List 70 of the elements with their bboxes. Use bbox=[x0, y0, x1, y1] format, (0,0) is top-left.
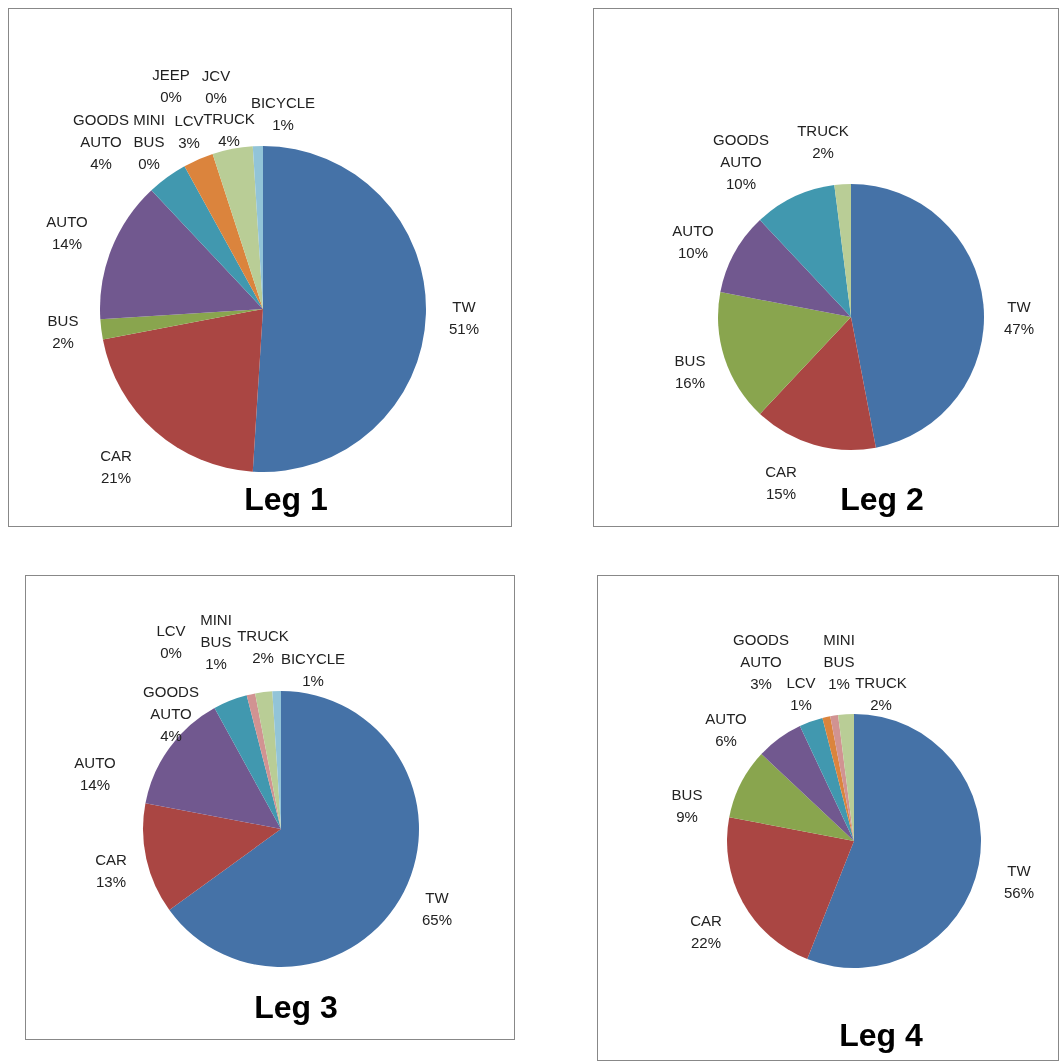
data-label: 2% bbox=[870, 695, 892, 713]
slice-label: TRUCK bbox=[203, 109, 255, 127]
category-label: JCV bbox=[201, 66, 231, 84]
slice-label: AUTO bbox=[46, 212, 88, 230]
data-label: 14% bbox=[51, 234, 83, 252]
data-label: 65% bbox=[421, 910, 453, 928]
slice-label: LCV bbox=[174, 111, 204, 129]
slice-label: MINI BUS bbox=[823, 630, 855, 670]
data-label: 1% bbox=[828, 674, 850, 692]
data-label: 1% bbox=[272, 115, 294, 133]
slice-label: BUS bbox=[671, 785, 703, 803]
data-label: 3% bbox=[750, 674, 772, 692]
slice-label: BICYCLE bbox=[250, 93, 316, 111]
slice-label: AUTO bbox=[74, 753, 116, 771]
slice-label: BUS bbox=[674, 351, 706, 369]
slice-label: CAR bbox=[690, 911, 722, 929]
slice-label: GOODS AUTO bbox=[713, 130, 769, 170]
slice-label: GOODS AUTO bbox=[143, 682, 199, 722]
slice-label: MINI BUS bbox=[200, 610, 232, 650]
data-label: 47% bbox=[1003, 319, 1035, 337]
slice-label: CAR bbox=[100, 446, 132, 464]
text: Leg 3 bbox=[254, 989, 338, 1025]
text: 0% bbox=[205, 88, 227, 106]
text: 0% bbox=[138, 154, 160, 172]
data-label: 2% bbox=[812, 143, 834, 161]
slice-label: TW bbox=[1007, 297, 1032, 315]
text: 0% bbox=[160, 87, 182, 105]
data-label: 22% bbox=[690, 933, 722, 951]
data-label: 10% bbox=[725, 174, 757, 192]
text: Leg 4 bbox=[839, 1017, 923, 1053]
slice-label: TW bbox=[452, 297, 477, 315]
data-label: 10% bbox=[677, 243, 709, 261]
data-label: 6% bbox=[715, 731, 737, 749]
data-label: 4% bbox=[90, 154, 112, 172]
data-label: 4% bbox=[218, 131, 240, 149]
data-label: 2% bbox=[52, 333, 74, 351]
data-label: 16% bbox=[674, 373, 706, 391]
data-label: 51% bbox=[448, 319, 480, 337]
data-label: 15% bbox=[765, 484, 797, 502]
data-label: 14% bbox=[79, 775, 111, 793]
data-label: 1% bbox=[205, 654, 227, 672]
slice-label: TRUCK bbox=[237, 626, 289, 644]
data-label: 56% bbox=[1003, 883, 1035, 901]
slice-label: GOODS AUTO bbox=[733, 630, 789, 670]
slice-label: BICYCLE bbox=[280, 649, 346, 667]
category-label: LCV bbox=[156, 621, 186, 639]
category-label: MINI BUS bbox=[133, 110, 165, 150]
data-label: 1% bbox=[790, 695, 812, 713]
slice-label: TRUCK bbox=[797, 121, 849, 139]
data-label: 1% bbox=[302, 671, 324, 689]
slice-label: GOODS AUTO bbox=[73, 110, 129, 150]
slice-label: AUTO bbox=[672, 221, 714, 239]
data-label: 2% bbox=[252, 648, 274, 666]
slice-label: TRUCK bbox=[855, 673, 907, 691]
slice-label: LCV bbox=[786, 673, 816, 691]
data-label: 4% bbox=[160, 726, 182, 744]
slice-label: BUS bbox=[47, 311, 79, 329]
category-label: JEEP bbox=[152, 65, 190, 83]
slice-label: CAR bbox=[765, 462, 797, 480]
text: Leg 2 bbox=[840, 481, 924, 517]
slice-label: TW bbox=[1007, 861, 1032, 879]
slice-label: TW bbox=[425, 888, 450, 906]
data-label: 21% bbox=[100, 468, 132, 486]
data-label: 3% bbox=[178, 133, 200, 151]
text: 0% bbox=[160, 643, 182, 661]
text: Leg 1 bbox=[244, 481, 328, 517]
data-label: 9% bbox=[676, 807, 698, 825]
slice-label: AUTO bbox=[705, 709, 747, 727]
data-label: 13% bbox=[95, 872, 127, 890]
slice-label: CAR bbox=[95, 850, 127, 868]
